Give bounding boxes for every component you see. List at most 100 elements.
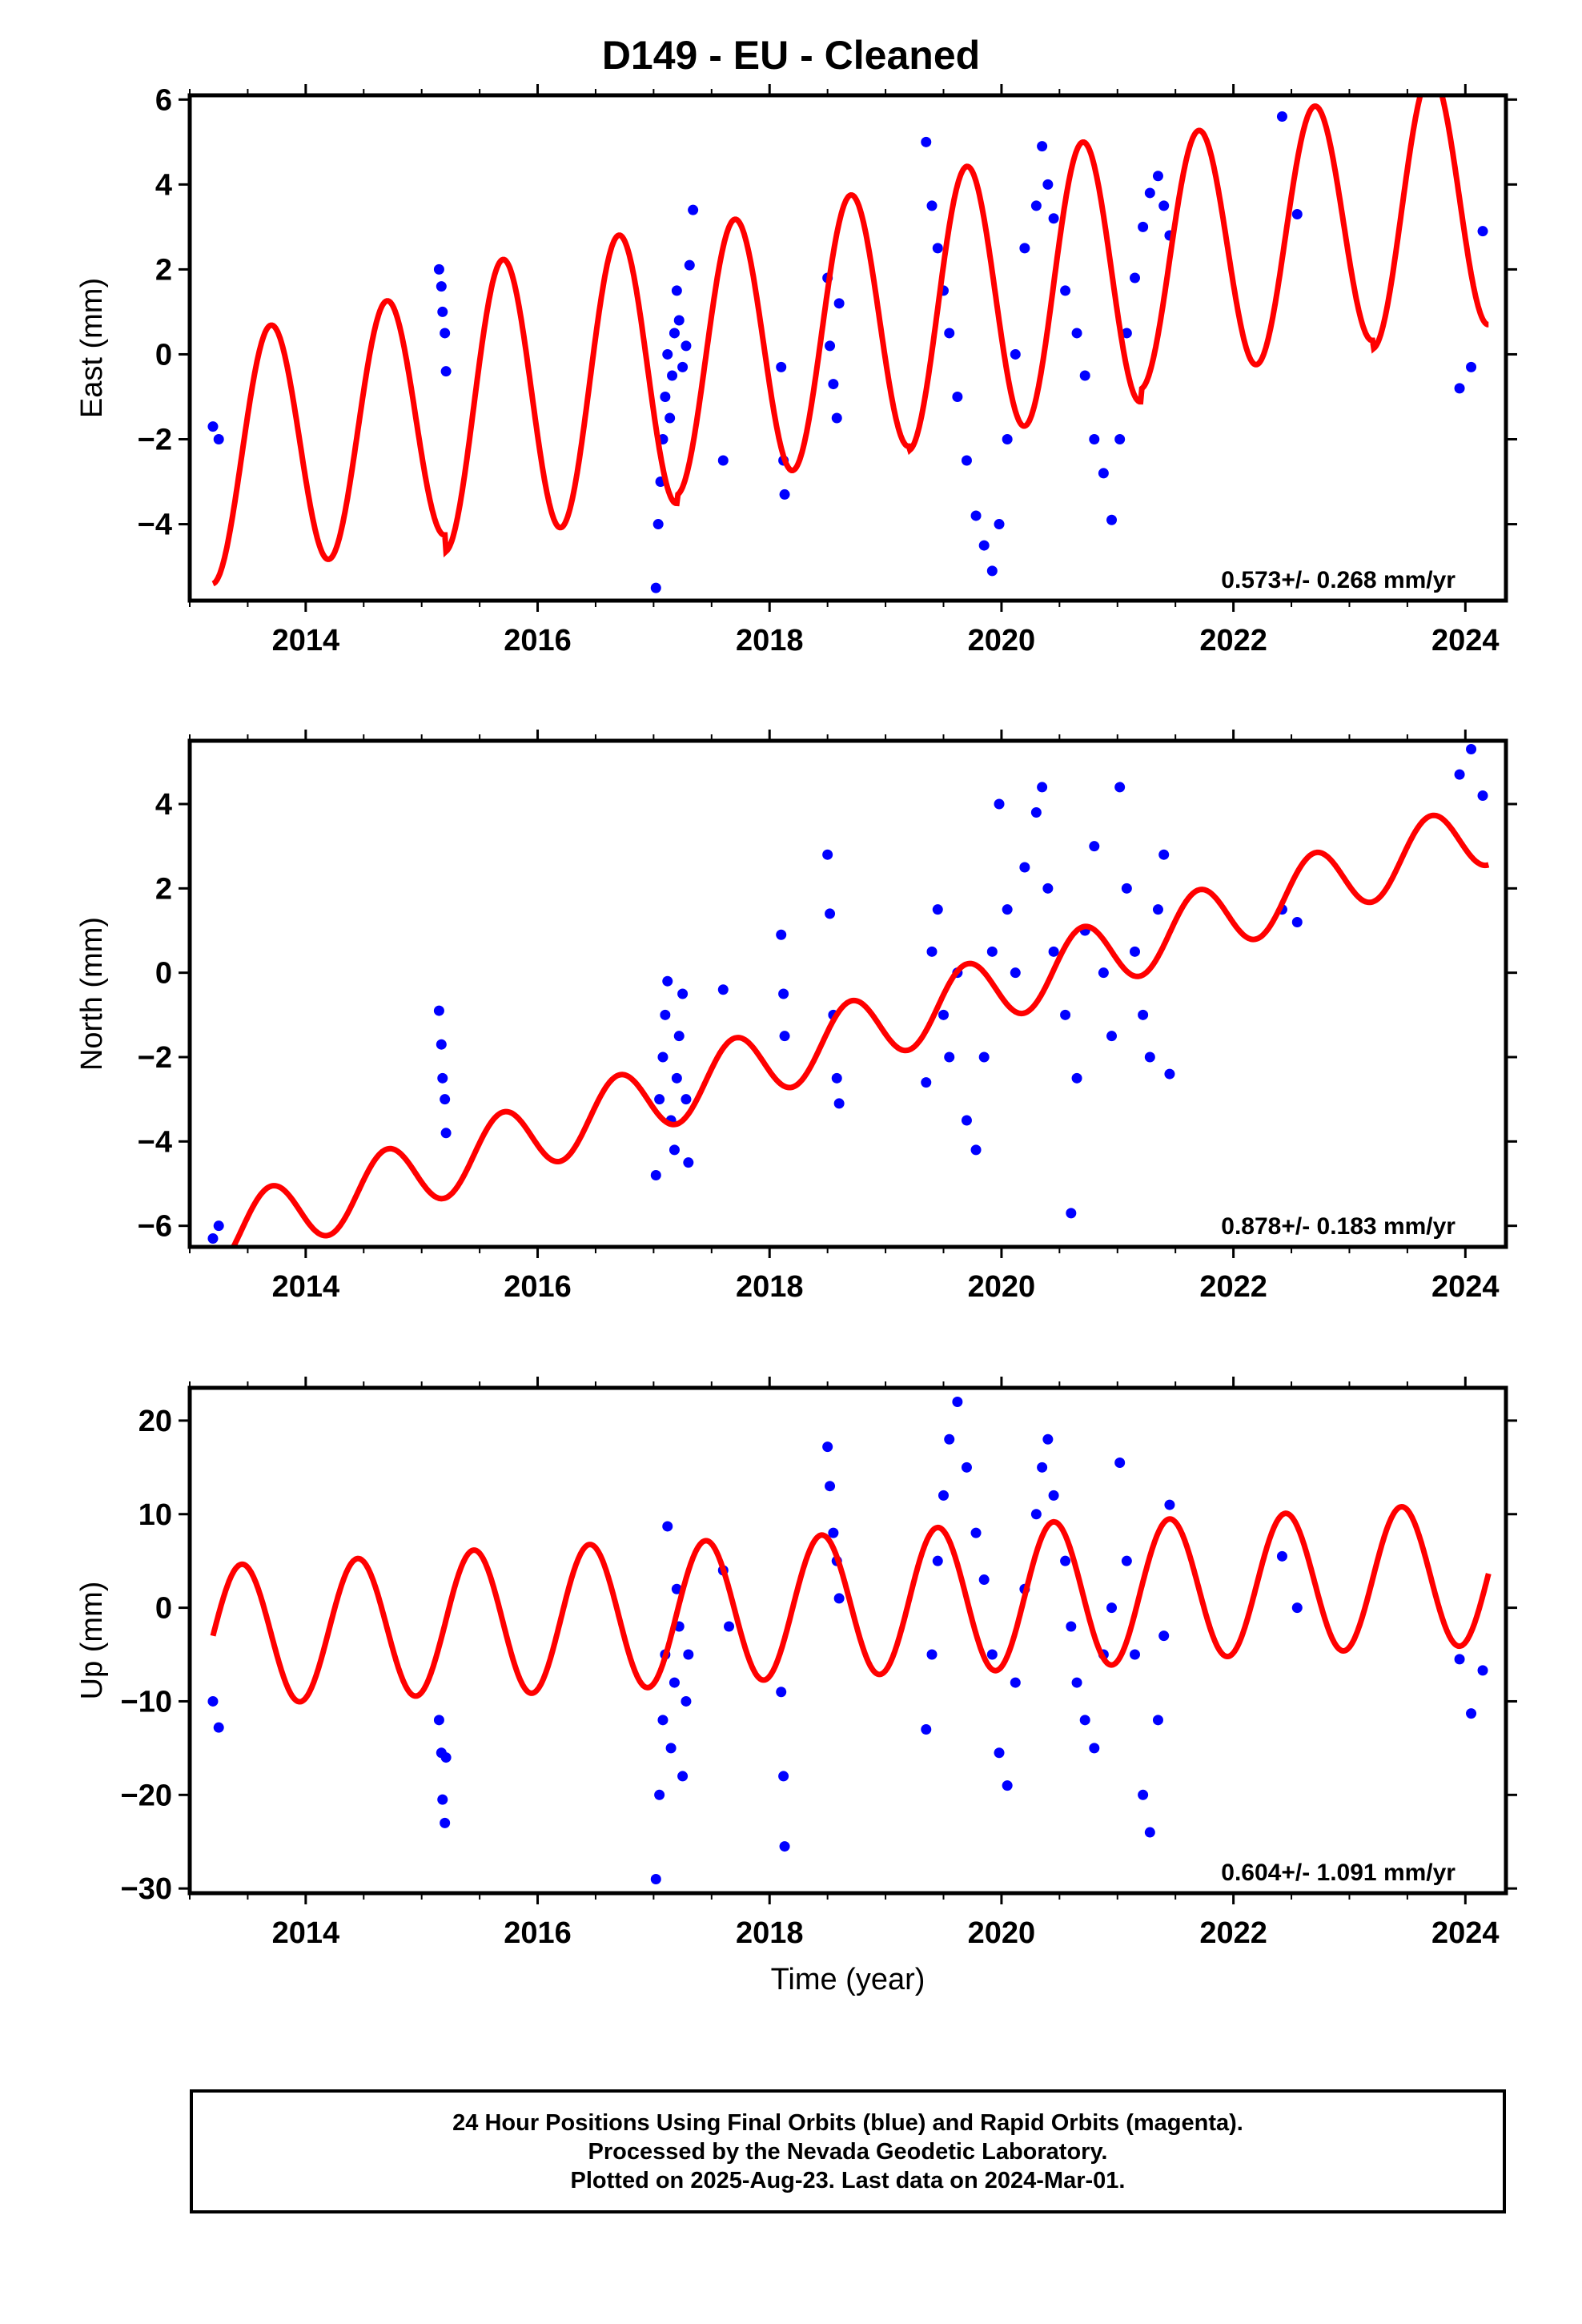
data-point (1466, 361, 1477, 372)
data-point (677, 361, 689, 372)
data-point (673, 315, 685, 326)
data-point (207, 1232, 219, 1244)
model-curve (230, 812, 1490, 1247)
caption-line: 24 Hour Positions Using Final Orbits (bl… (452, 2110, 1243, 2136)
data-point (671, 1072, 682, 1084)
plot-frame (187, 738, 1508, 1249)
data-point (677, 988, 689, 999)
y-tick-label: −4 (138, 509, 172, 542)
data-point (1066, 1208, 1077, 1219)
data-point (1152, 1715, 1163, 1726)
data-point (724, 1621, 735, 1632)
data-point (1060, 1555, 1071, 1566)
x-tick-label: 2014 (272, 1270, 340, 1304)
data-point (1477, 226, 1488, 237)
x-tick-label: 2024 (1431, 1916, 1500, 1950)
caption-box: 24 Hour Positions Using Final Orbits (bl… (190, 2089, 1506, 2213)
data-point (932, 904, 943, 915)
data-point (1114, 782, 1126, 793)
y-axis-label: North (mm) (75, 917, 109, 1071)
data-point (1042, 1433, 1054, 1445)
panel-north: 2014 2016 2018 2020 2022 2024 −6 −4 −2 0 2 4 North (… (75, 730, 1517, 1304)
data-point (437, 1794, 448, 1805)
data-point (779, 1841, 790, 1852)
data-point (828, 1527, 839, 1538)
x-tick-label: 2024 (1431, 1270, 1500, 1304)
data-point (825, 1481, 836, 1492)
data-point (1291, 208, 1303, 219)
data-point (938, 1490, 949, 1501)
data-point (717, 984, 729, 995)
data-point (1121, 328, 1132, 339)
data-point (1019, 862, 1030, 873)
data-point (657, 1715, 669, 1726)
data-point (1042, 883, 1054, 894)
data-point (213, 434, 224, 445)
data-point (1477, 790, 1488, 801)
data-point (961, 1462, 972, 1473)
data-point (207, 421, 219, 432)
data-point (440, 1752, 452, 1763)
data-point (671, 285, 682, 296)
data-point (952, 391, 963, 402)
data-point (978, 1051, 990, 1063)
data-point (1129, 1649, 1140, 1660)
data-point (822, 1441, 833, 1453)
data-point (1002, 904, 1013, 915)
data-point (961, 1115, 972, 1126)
data-point (1048, 1490, 1059, 1501)
data-point (657, 1051, 669, 1063)
data-point (944, 1051, 955, 1063)
chart-title: D149 - EU - Cleaned (601, 33, 981, 78)
x-tick-label: 2016 (504, 624, 572, 657)
data-point (660, 1009, 671, 1020)
data-point (671, 1583, 682, 1594)
data-point (433, 263, 444, 275)
data-point (1066, 1621, 1077, 1632)
y-tick-label: 6 (155, 83, 172, 117)
data-point (1144, 1827, 1155, 1838)
y-axis-label: Up (mm) (75, 1582, 109, 1700)
data-point (681, 340, 692, 352)
y-axis-label: East (mm) (75, 278, 109, 418)
data-point (717, 455, 729, 466)
data-point (994, 1747, 1005, 1759)
y-tick-label: −30 (121, 1872, 172, 1906)
data-point (978, 540, 990, 551)
data-point (665, 1743, 677, 1754)
data-point (1030, 807, 1042, 818)
data-point (1030, 200, 1042, 211)
x-tick-label: 2014 (272, 1916, 340, 1950)
data-point (1466, 744, 1477, 755)
y-tick-label: 4 (155, 788, 172, 822)
data-point (1106, 514, 1118, 525)
data-point (779, 489, 790, 500)
data-point (654, 1094, 665, 1105)
y-tick-label: 0 (155, 957, 172, 991)
caption-line: Plotted on 2025-Aug-23. Last data on 202… (570, 2168, 1126, 2193)
data-point (1276, 111, 1287, 123)
data-point (1089, 434, 1100, 445)
y-tick-label: −10 (121, 1685, 172, 1719)
data-point (1466, 1708, 1477, 1719)
data-point (1106, 1031, 1118, 1042)
caption-line: Processed by the Nevada Geodetic Laborat… (588, 2139, 1108, 2165)
data-point (833, 298, 845, 309)
x-tick-label: 2020 (968, 1270, 1036, 1304)
data-point (1060, 285, 1071, 296)
data-point (1106, 1602, 1118, 1614)
y-tick-label: −2 (138, 424, 172, 457)
data-point (660, 391, 671, 402)
data-point (1477, 1665, 1488, 1676)
x-tick-label: 2018 (736, 1270, 804, 1304)
data-point (688, 204, 699, 215)
data-point (994, 519, 1005, 530)
data-point (1010, 348, 1021, 360)
data-point (1291, 916, 1303, 927)
data-point (681, 1695, 692, 1707)
rate-label: 0.573+/- 0.268 mm/yr (1221, 567, 1456, 593)
x-tick-label: 2020 (968, 624, 1036, 657)
data-point (1048, 213, 1059, 224)
data-point (665, 412, 676, 424)
data-point (828, 379, 839, 390)
